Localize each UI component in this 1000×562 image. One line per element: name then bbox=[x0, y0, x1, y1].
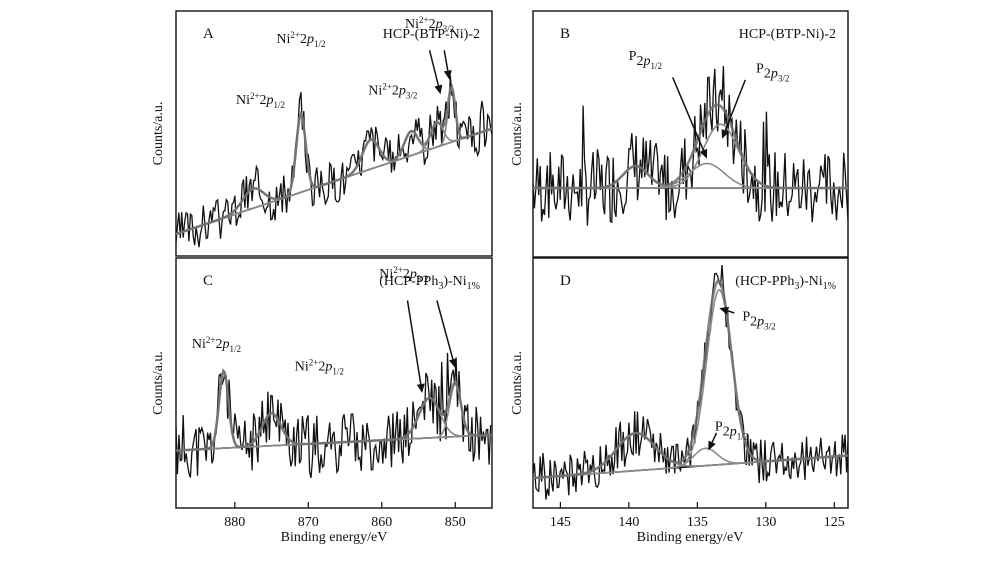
x-tick-label: 145 bbox=[550, 515, 571, 530]
annotation-arrow bbox=[428, 50, 443, 95]
x-tick-label: 860 bbox=[371, 515, 392, 530]
panel-letter: D bbox=[560, 273, 571, 289]
x-tick-label: 140 bbox=[618, 515, 639, 530]
fit-envelope bbox=[176, 368, 492, 452]
x-axis-label-right: Binding energy/eV bbox=[637, 530, 744, 545]
panel-letter: A bbox=[203, 26, 214, 42]
y-axis-label: Counts/a.u. bbox=[510, 102, 525, 166]
x-tick-label: 870 bbox=[298, 515, 319, 530]
y-axis-label: Counts/a.u. bbox=[510, 351, 525, 415]
peak-annotation: Ni2+2p1/2 bbox=[276, 30, 325, 49]
annotation-arrow bbox=[443, 50, 452, 80]
x-axis-label-left: Binding energy/eV bbox=[281, 530, 388, 545]
annotation-arrow bbox=[721, 79, 746, 139]
peak-annotation: P2p3/2 bbox=[756, 62, 789, 84]
annotation-arrow bbox=[719, 307, 735, 315]
peak-annotation: Ni2+2p3/2 bbox=[405, 15, 454, 34]
plot-frame bbox=[175, 257, 493, 509]
peak-annotation: P2p3/2 bbox=[742, 310, 775, 332]
annotation-arrow bbox=[406, 300, 425, 393]
panel-title: HCP-(BTP-Ni)-2 bbox=[739, 27, 836, 42]
peak-annotation: Ni2+2p3/2 bbox=[379, 265, 428, 284]
panel-b: B HCP-(BTP-Ni)-2 P2p1/2 P2p3/2 Counts/a.u. bbox=[510, 10, 849, 258]
peak-annotation: Ni2+2p3/2 bbox=[368, 81, 417, 100]
fit-envelope bbox=[533, 103, 848, 190]
panel-letter: C bbox=[203, 273, 213, 289]
annotation-arrow bbox=[672, 77, 708, 159]
peak-annotation: Ni2+2p1/2 bbox=[236, 91, 285, 110]
x-tick-label: 880 bbox=[224, 515, 245, 530]
raw-spectrum-line bbox=[533, 265, 848, 500]
panel-d: D (HCP-PPh3)-Ni1% P2p3/2 P2p1/2 145 140 135 130… bbox=[510, 257, 849, 530]
y-axis-label: Counts/a.u. bbox=[151, 351, 166, 415]
x-tick-label: 125 bbox=[824, 515, 845, 530]
peak-annotation: P2p1/2 bbox=[715, 420, 748, 442]
panel-a: A HCP-(BTP-Ni)-2 Ni2+2p1/2 Ni2+2p1/2 Ni2+2p3… bbox=[151, 10, 493, 257]
x-tick-label: 130 bbox=[755, 515, 776, 530]
fit-envelope bbox=[533, 279, 848, 480]
panel-c: C (HCP-PPh3)-Ni1% Ni2+2p1/2 Ni2+2p1/2 Ni2+2p… bbox=[151, 257, 493, 530]
plot-frame bbox=[532, 10, 849, 258]
panel-title: (HCP-PPh3)-Ni1% bbox=[379, 274, 480, 292]
peak-annotation: Ni2+2p1/2 bbox=[192, 335, 241, 354]
annotation-arrow bbox=[708, 432, 718, 451]
peak-annotation: Ni2+2p1/2 bbox=[295, 358, 344, 377]
panel-letter: B bbox=[560, 26, 570, 42]
x-tick-label: 135 bbox=[687, 515, 708, 530]
x-tick-label: 850 bbox=[445, 515, 466, 530]
y-axis-label: Counts/a.u. bbox=[151, 102, 166, 166]
raw-spectrum-line bbox=[533, 65, 848, 226]
panel-title: HCP-(BTP-Ni)-2 bbox=[383, 27, 480, 42]
annotation-arrow bbox=[436, 300, 457, 368]
peak-annotation: P2p1/2 bbox=[629, 49, 662, 71]
plot-frame bbox=[532, 257, 849, 509]
fit-component-1 bbox=[533, 288, 848, 479]
raw-spectrum-line bbox=[176, 75, 492, 248]
fit-envelope bbox=[176, 83, 492, 236]
panel-title: (HCP-PPh3)-Ni1% bbox=[735, 274, 836, 292]
